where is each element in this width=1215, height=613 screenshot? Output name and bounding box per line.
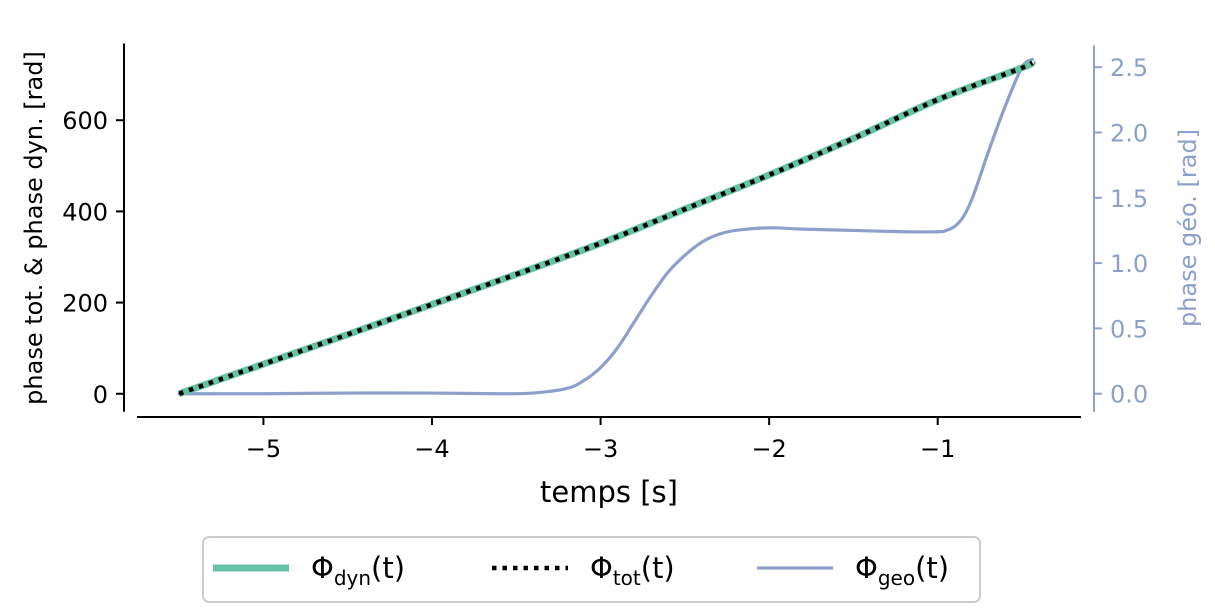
left-tick-label: 200 (62, 290, 108, 318)
left-tick-label: 600 (62, 107, 108, 135)
series-line-dyn (177, 59, 1036, 398)
axes: 0 200 400 600 −5 −4 −3 −2 −1 0.0 0.5 1.0 1.5 2.0 2.5 (62, 43, 1148, 463)
right-tick-label: 1.5 (1110, 185, 1148, 213)
right-axis-ticks: 0.0 0.5 1.0 1.5 2.0 2.5 (1094, 54, 1148, 409)
bottom-tick-label: −3 (583, 435, 618, 463)
right-tick-label: 2.0 (1110, 120, 1148, 148)
right-tick-label: 2.5 (1110, 54, 1148, 82)
legend: Φdyn(t) Φtot(t) Φgeo(t) (202, 536, 981, 603)
legend-label-tot: Φtot(t) (590, 551, 675, 590)
legend-box (202, 536, 981, 603)
bottom-tick-label: −5 (246, 435, 281, 463)
x-axis-label: temps [s] (540, 475, 678, 509)
plot-lines (177, 57, 1036, 398)
bottom-tick-label: −4 (414, 435, 449, 463)
series-line-tot (178, 60, 1035, 396)
bottom-tick-label: −1 (920, 435, 955, 463)
right-axis-label: phase géo. [rad] (1174, 129, 1202, 327)
bottom-axis-ticks: −5 −4 −3 −2 −1 (246, 417, 955, 463)
left-tick-label: 400 (62, 198, 108, 226)
bottom-tick-label: −2 (751, 435, 786, 463)
right-tick-label: 0.5 (1110, 315, 1148, 343)
series-line-geo (177, 57, 1034, 396)
left-axis-ticks: 0 200 400 600 (62, 107, 124, 409)
left-tick-label: 0 (93, 381, 108, 409)
legend-label-geo: Φgeo(t) (855, 551, 949, 590)
legend-label-dyn: Φdyn(t) (311, 551, 405, 590)
right-tick-label: 0.0 (1110, 381, 1148, 409)
right-tick-label: 1.0 (1110, 250, 1148, 278)
left-axis-label: phase tot. & phase dyn. [rad] (20, 51, 48, 405)
